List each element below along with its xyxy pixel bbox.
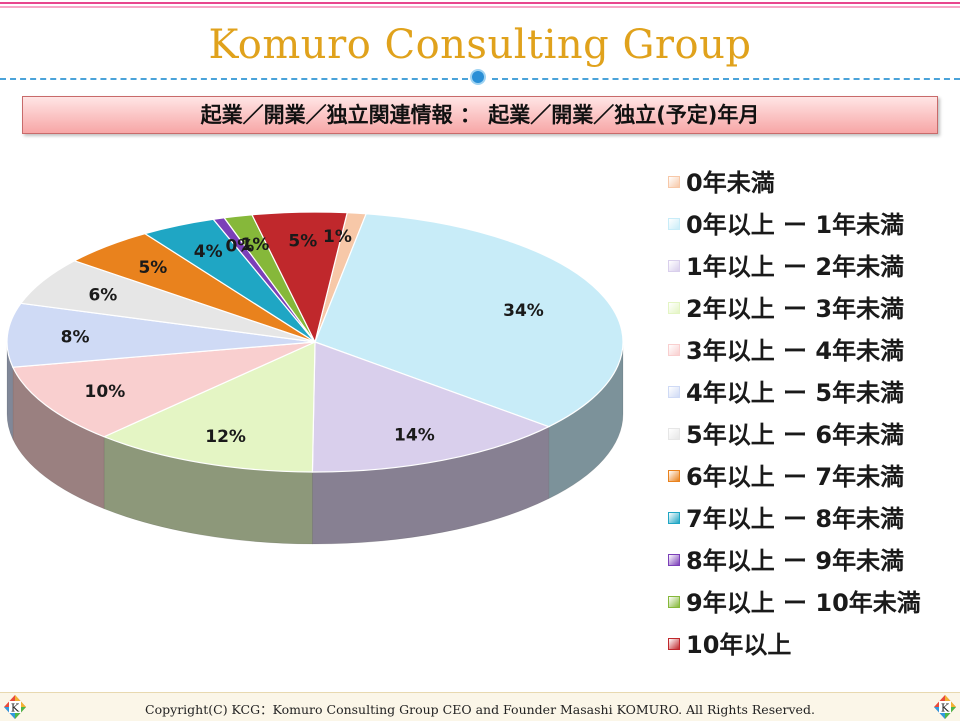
pie-data-label: 12% [205,427,246,447]
pie-data-label: 4% [194,242,223,262]
legend-label: 4年以上 ー 5年未満 [686,379,905,407]
legend-swatch [668,344,680,356]
pie-slice [6,302,316,368]
legend-swatch [668,470,680,482]
legend-swatch [668,176,680,188]
legend-label: 0年未満 [686,169,775,197]
brand-title: Komuro Consulting Group [208,22,752,68]
footer: K Copyright(C) KCG：Komuro Consulting Gro… [0,692,960,721]
pie-data-label: 34% [503,301,544,321]
legend-label: 5年以上 ー 6年未満 [686,421,905,449]
title-dot-icon [472,71,484,83]
pie-data-label: 1% [241,235,270,255]
legend-label: 6年以上 ー 7年未満 [686,463,905,491]
svg-text:K: K [11,702,20,715]
legend-item: 0年未満 [668,168,960,210]
legend-label: 3年以上 ー 4年未満 [686,337,905,365]
legend-item: 9年以上 ー 10年未満 [668,588,960,630]
legend-label: 7年以上 ー 8年未満 [686,505,905,533]
chart-legend: 0年未満 0年以上 ー 1年未満 1年以上 ー 2年未満 2年以上 ー 3年未満 3年以… [668,168,960,672]
legend-swatch [668,302,680,314]
legend-label: 9年以上 ー 10年未満 [686,589,921,617]
legend-swatch [668,512,680,524]
legend-swatch [668,260,680,272]
legend-item: 3年以上 ー 4年未満 [668,336,960,378]
pie-data-label: 14% [394,425,435,445]
legend-label: 0年以上 ー 1年未満 [686,211,905,239]
pie-data-label: 5% [138,258,167,278]
pie-slice [102,341,316,473]
legend-item: 4年以上 ー 5年未満 [668,378,960,420]
legend-swatch [668,554,680,566]
legend-label: 8年以上 ー 9年未満 [686,547,905,575]
legend-swatch [668,596,680,608]
kcg-logo-icon-left: K [4,695,26,719]
legend-label: 2年以上 ー 3年未満 [686,295,905,323]
legend-swatch [668,218,680,230]
top-stripe [0,0,960,12]
legend-label: 1年以上 ー 2年未満 [686,253,905,281]
legend-item: 8年以上 ー 9年未満 [668,546,960,588]
subtitle-bar: 起業／開業／独立関連情報 ： 起業／開業／独立(予定)年月 [22,96,938,134]
pie-chart: 1%34%14%12%10%8%6%5%4% 0%1% 5% [6,211,624,545]
legend-item: 0年以上 ー 1年未満 [668,210,960,252]
legend-swatch [668,638,680,650]
legend-swatch [668,386,680,398]
legend-item: 10年以上 [668,630,960,672]
pie-slice [251,211,348,344]
pie-data-label: 8% [61,328,90,348]
pie-data-label: 10% [85,382,126,402]
legend-item: 6年以上 ー 7年未満 [668,462,960,504]
pie-slice [314,213,624,428]
legend-item: 1年以上 ー 2年未満 [668,252,960,294]
legend-item: 5年以上 ー 6年未満 [668,420,960,462]
legend-swatch [668,428,680,440]
legend-label: 10年以上 [686,631,792,659]
copyright-text: Copyright(C) KCG：Komuro Consulting Group… [145,702,815,717]
title-rule [0,71,960,84]
legend-item: 2年以上 ー 3年未満 [668,294,960,336]
pie-data-label: 6% [88,285,117,305]
pie-data-label: 5% [288,232,317,252]
pie-data-label: 1% [323,227,352,247]
pie-slice [311,341,551,473]
kcg-logo-icon-right: K [934,695,956,719]
legend-item: 7年以上 ー 8年未満 [668,504,960,546]
svg-text:K: K [941,702,950,715]
pie-slice [11,341,316,438]
pie-data-label: 0% [225,237,254,257]
